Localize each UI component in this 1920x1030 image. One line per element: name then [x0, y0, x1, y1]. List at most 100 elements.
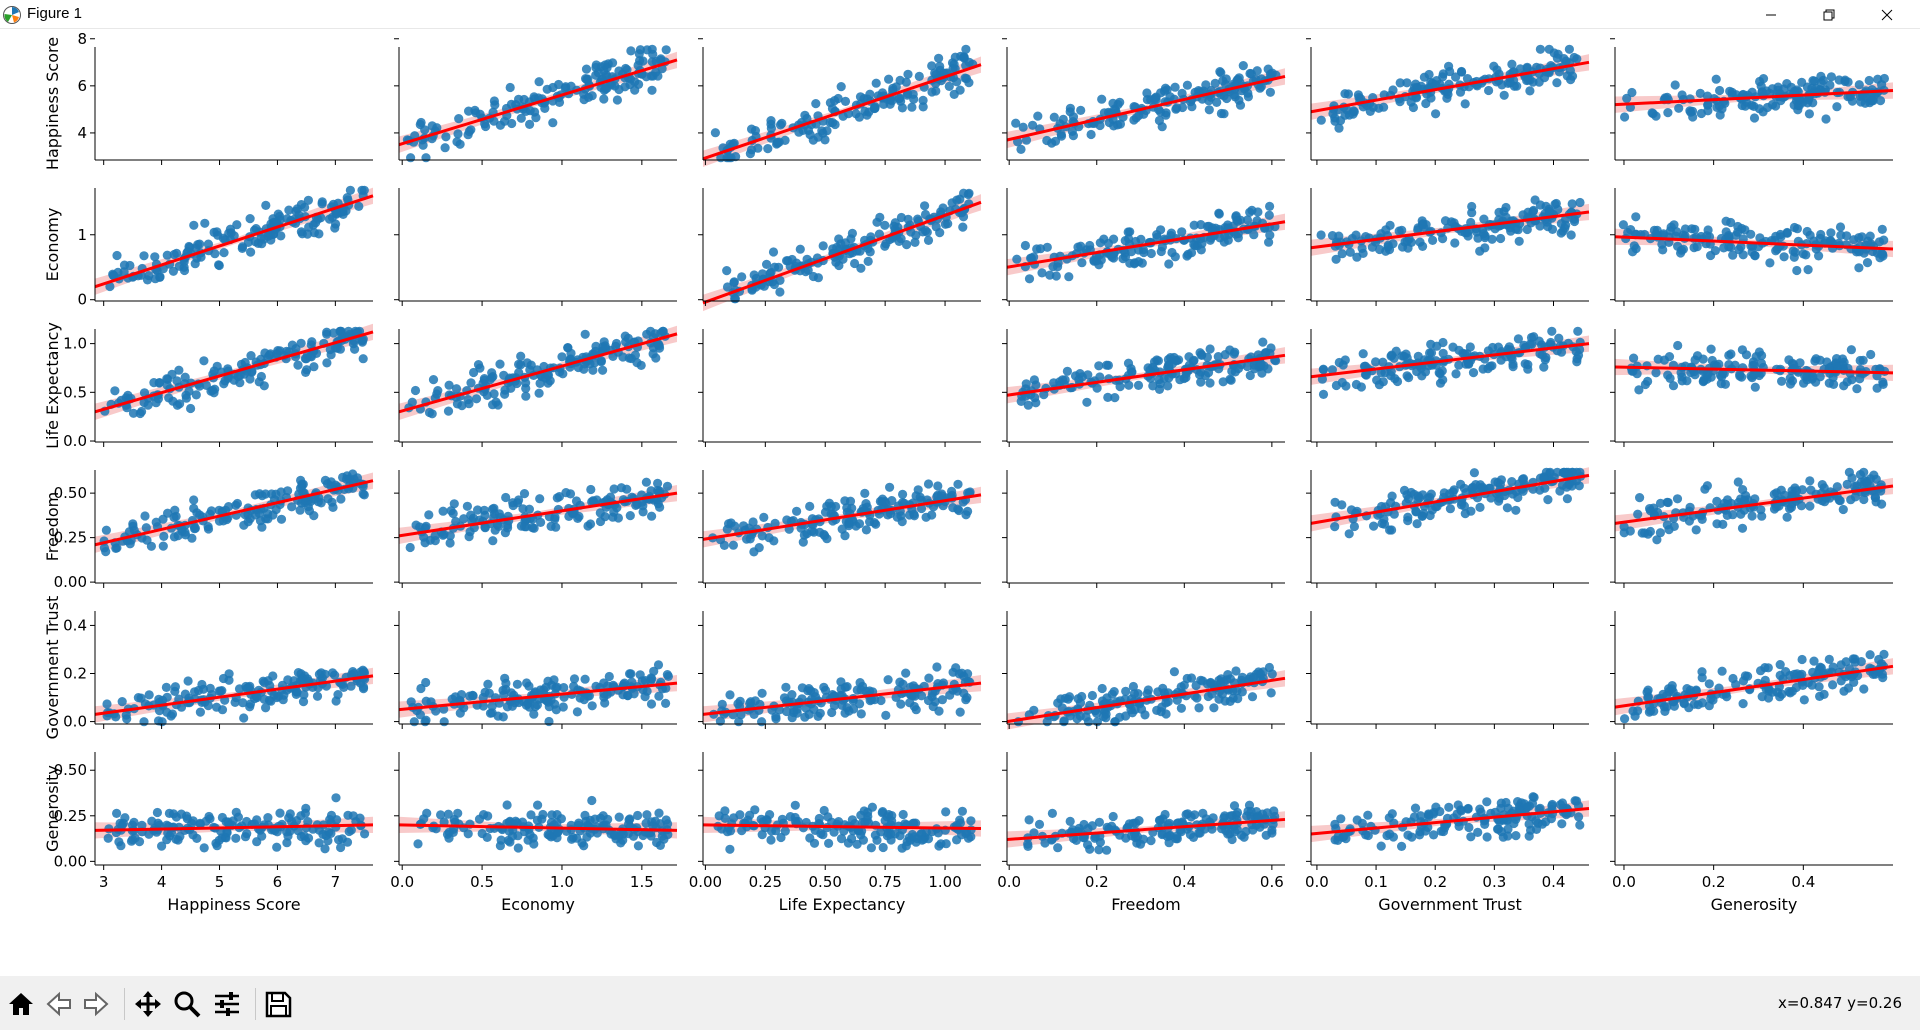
close-button[interactable]: [1858, 0, 1916, 29]
scatter-point: [1379, 102, 1389, 112]
scatter-point: [328, 502, 338, 512]
scatter-point: [958, 212, 969, 222]
scatter-point: [1402, 490, 1412, 500]
scatter-point: [737, 272, 747, 282]
scatter-point: [728, 540, 739, 550]
scatter-point: [903, 69, 913, 79]
scatter-point: [866, 843, 877, 853]
scatter-point: [413, 839, 423, 849]
minimize-button[interactable]: [1742, 0, 1800, 29]
scatter-point: [1455, 87, 1466, 97]
x-tick-label: 0.50: [809, 873, 842, 891]
scatter-point: [1699, 376, 1709, 386]
scatter-point: [790, 800, 800, 810]
scatter-point: [1771, 231, 1781, 241]
scatter-point: [1547, 326, 1557, 336]
figure-canvas[interactable]: 4 6 8 0 1 0.0 0.5 1.0 0.00 0.25 0.50 0.0 0.2 0.4 0.00 0…: [0, 29, 1920, 976]
scatter-point: [1092, 383, 1102, 393]
scatter-point: [276, 231, 286, 241]
scatter-point: [1253, 811, 1263, 821]
scatter-point: [1417, 511, 1427, 521]
scatter-point: [645, 326, 656, 336]
scatter-point: [1816, 229, 1826, 240]
scatter-point: [1777, 376, 1787, 386]
scatter-point: [1550, 199, 1560, 209]
scatter-point: [1250, 364, 1260, 374]
scatter-point: [1437, 366, 1447, 376]
scatter-point: [855, 699, 865, 709]
scatter-point: [722, 524, 732, 534]
scatter-point: [287, 340, 297, 350]
scatter-point: [1349, 521, 1359, 532]
scatter-point: [1515, 64, 1525, 74]
scatter-point: [903, 214, 913, 224]
scatter-point: [596, 357, 606, 367]
scatter-point: [662, 481, 673, 491]
scatter-point: [539, 361, 549, 372]
scatter-point: [1195, 828, 1205, 838]
scatter-point: [599, 94, 609, 104]
scatter-point: [783, 256, 793, 266]
scatter-point: [901, 77, 911, 87]
restore-button[interactable]: [1800, 0, 1858, 29]
scatter-point: [1772, 687, 1782, 697]
scatter-point: [952, 835, 962, 845]
scatter-point: [238, 698, 248, 708]
scatter-point: [1859, 248, 1869, 258]
scatter-point: [1714, 359, 1724, 369]
scatter-point: [1479, 214, 1489, 224]
scatter-point: [1462, 228, 1472, 238]
scatter-point: [200, 218, 210, 228]
regression-line: [702, 200, 982, 305]
scatter-point: [536, 517, 546, 527]
y-tick-label: 0.4: [63, 616, 87, 634]
scatter-point: [1337, 249, 1347, 259]
regression-line: [94, 479, 374, 547]
scatter-point: [1462, 74, 1473, 84]
scatter-point: [1026, 253, 1036, 263]
scatter-point: [719, 540, 730, 550]
scatter-point: [654, 691, 664, 701]
scatter-point: [880, 220, 890, 230]
scatter-point: [856, 263, 866, 273]
scatter-point: [184, 386, 194, 396]
scatter-point: [1445, 504, 1455, 514]
scatter-point: [195, 510, 205, 520]
scatter-point: [457, 401, 467, 411]
scatter-point: [573, 513, 583, 523]
scatter-point: [898, 809, 908, 820]
x-tick-label: 3: [99, 873, 109, 891]
scatter-point: [856, 830, 866, 840]
scatter-point: [1267, 68, 1277, 78]
y-tick-label: 1.0: [63, 335, 87, 353]
scatter-point: [1667, 681, 1677, 691]
scatter-point: [487, 368, 497, 378]
scatter-point: [502, 800, 512, 810]
scatter-point: [155, 272, 165, 282]
scatter-point: [1635, 493, 1645, 503]
scatter-point: [271, 504, 281, 515]
scatter-point: [314, 838, 324, 848]
scatter-point: [1755, 76, 1765, 87]
scatter-point: [117, 697, 127, 707]
scatter-point: [144, 690, 154, 700]
scatter-point: [924, 673, 934, 683]
scatter-point: [314, 229, 324, 239]
scatter-point: [1404, 373, 1414, 383]
scatter-point: [232, 220, 242, 230]
scatter-point: [1016, 144, 1026, 154]
scatter-point: [1736, 509, 1746, 519]
scatter-point: [1134, 816, 1144, 826]
scatter-point: [254, 377, 264, 387]
scatter-point: [1670, 80, 1680, 90]
scatter-point: [561, 488, 571, 498]
scatter-point: [1438, 69, 1448, 79]
restore-icon: [1823, 9, 1835, 20]
scatter-point: [344, 826, 354, 837]
scatter-point: [1065, 107, 1075, 117]
scatter-point: [1866, 349, 1876, 360]
scatter-point: [101, 525, 111, 535]
scatter-point: [172, 400, 182, 410]
scatter-point: [1095, 238, 1105, 248]
scatter-point: [481, 121, 491, 132]
